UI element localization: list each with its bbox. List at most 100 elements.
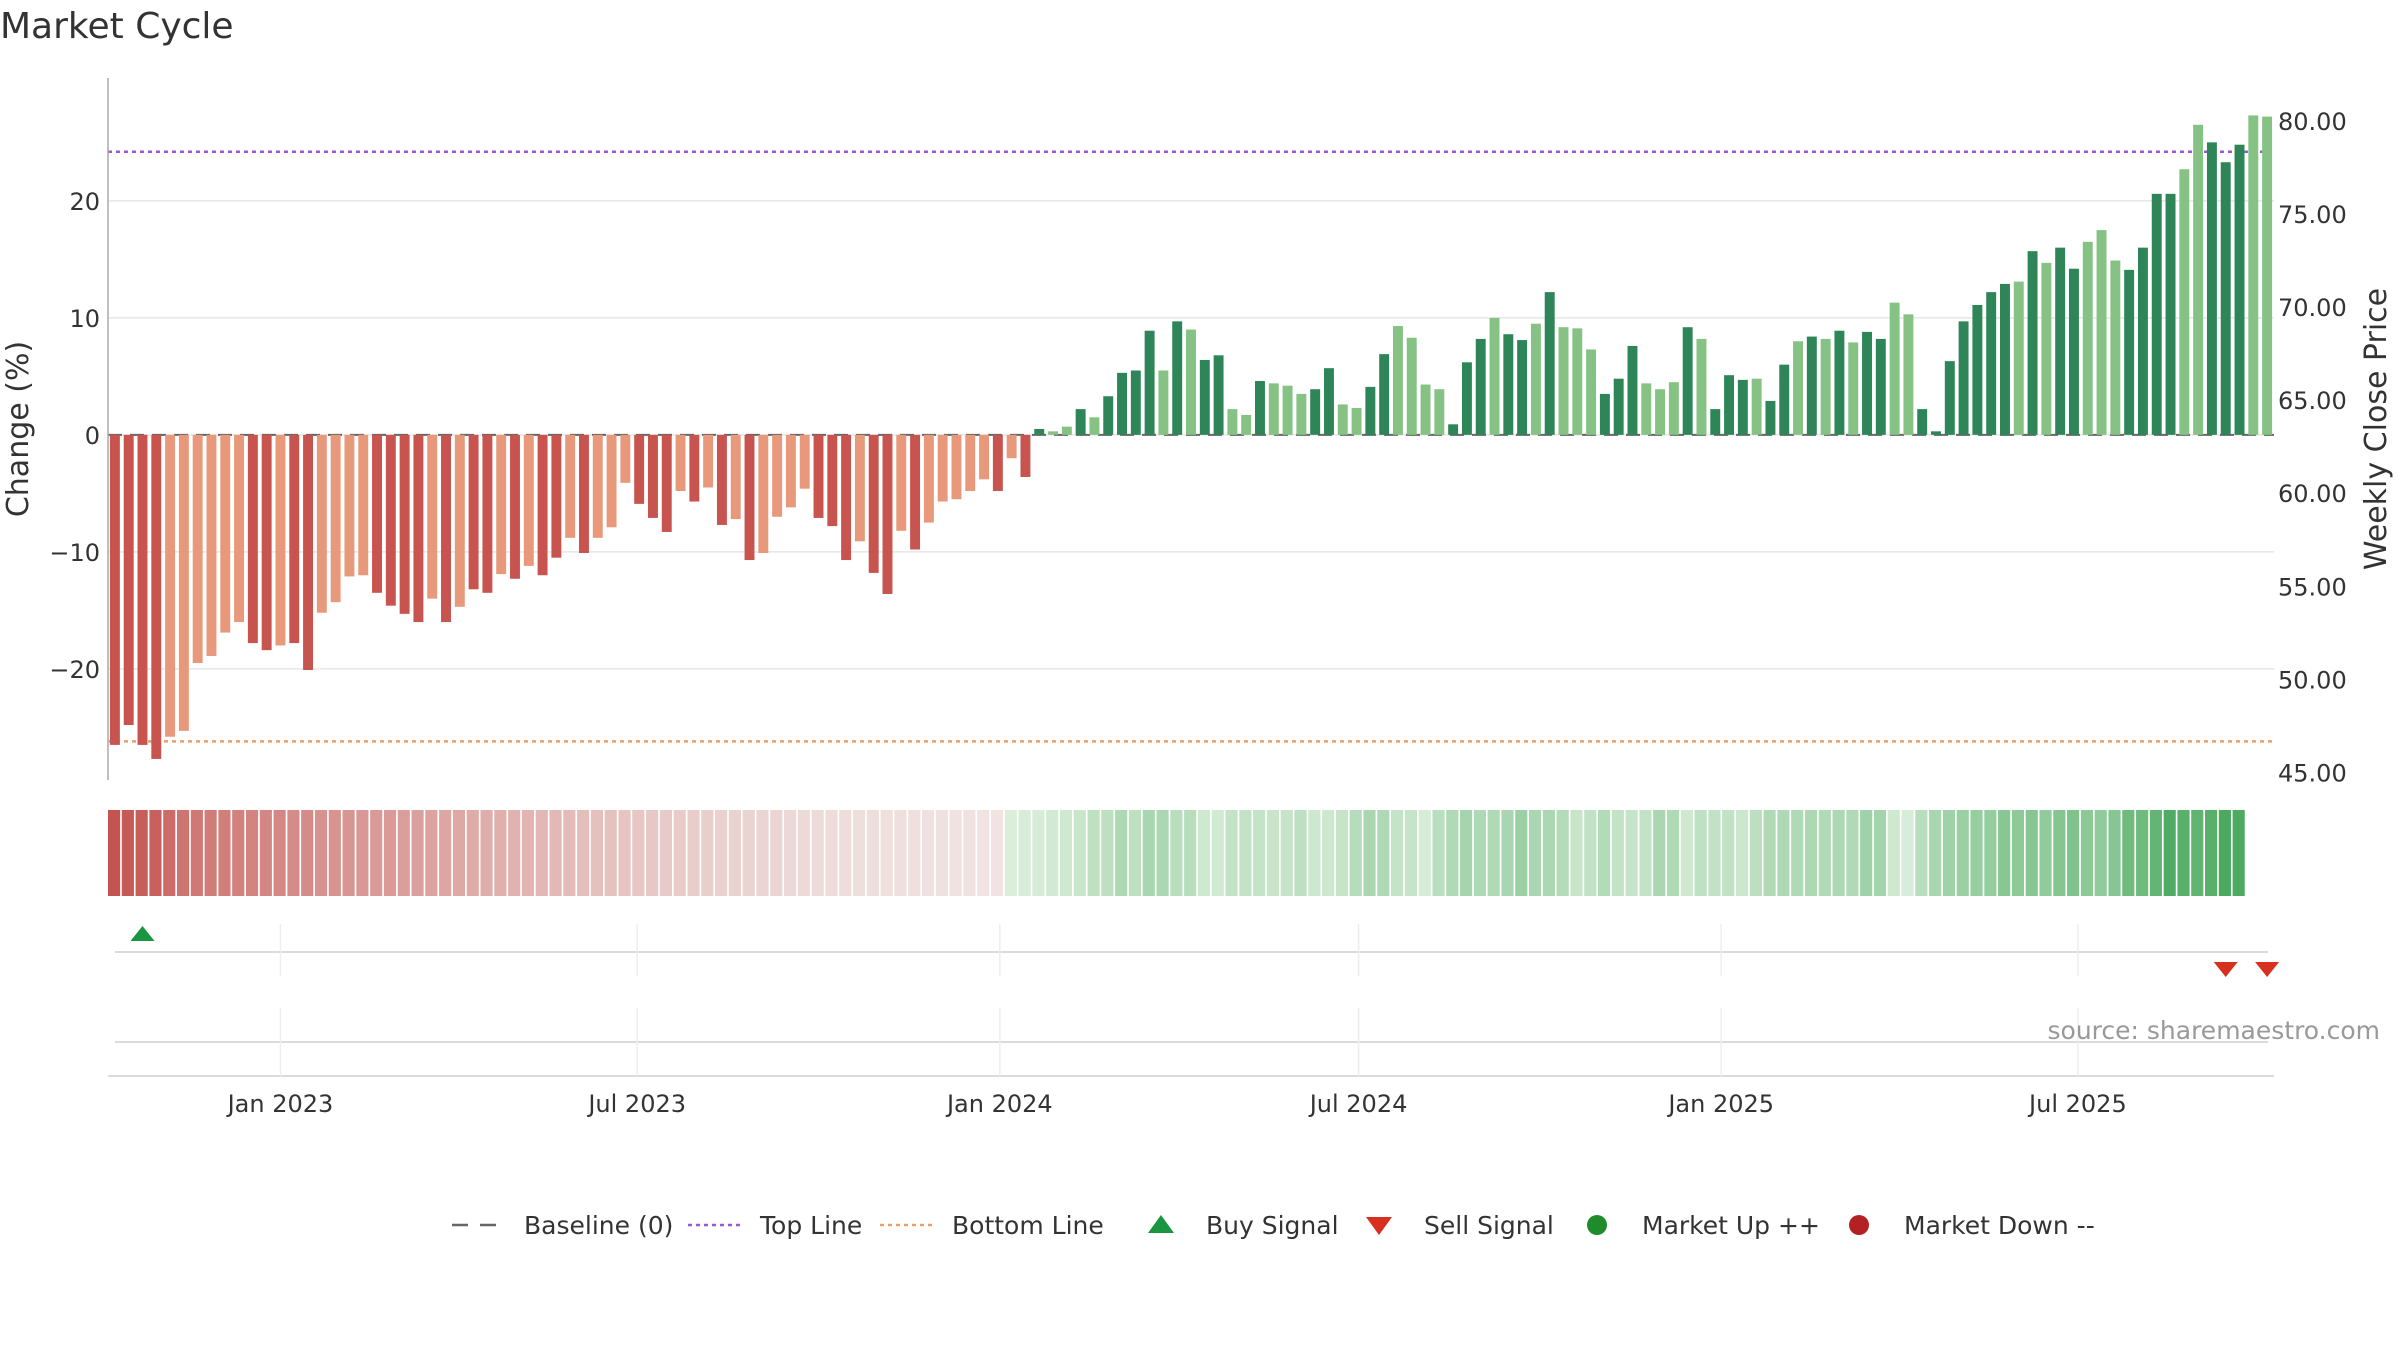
heat-cell xyxy=(163,810,176,896)
change-bar xyxy=(1834,330,1845,435)
change-bar xyxy=(1020,434,1031,477)
heat-cell xyxy=(218,810,231,896)
heat-cell xyxy=(2163,810,2176,896)
heat-cell xyxy=(1418,810,1431,896)
change-bar xyxy=(1144,330,1155,435)
heat-cell xyxy=(1929,810,1942,896)
change-bar xyxy=(137,434,148,745)
change-bar xyxy=(1103,396,1114,435)
change-bar xyxy=(1489,317,1500,435)
heat-cell xyxy=(1818,810,1831,896)
heat-cell xyxy=(797,810,810,896)
heat-cell xyxy=(618,810,631,896)
change-bar xyxy=(1779,364,1790,435)
heat-cell xyxy=(1197,810,1211,896)
legend-sell-icon xyxy=(1366,1217,1392,1235)
change-bar xyxy=(1310,389,1321,435)
change-bar xyxy=(482,434,493,593)
change-bar xyxy=(992,434,1003,492)
y-tick-label: −10 xyxy=(49,539,100,567)
change-bar xyxy=(1199,359,1210,435)
heat-cell xyxy=(1432,810,1445,896)
change-bar xyxy=(1282,385,1293,435)
change-bar xyxy=(1958,321,1969,435)
heat-cell xyxy=(1625,810,1638,896)
change-bar xyxy=(510,434,520,579)
heat-cell xyxy=(1501,810,1514,896)
heat-cell xyxy=(866,810,879,896)
heat-cell xyxy=(1873,810,1887,896)
change-bar xyxy=(178,434,189,731)
heat-cell xyxy=(245,810,259,896)
change-bar xyxy=(813,434,824,518)
change-bar xyxy=(979,434,990,480)
change-bar xyxy=(413,434,424,623)
y2-tick-label: 75.00 xyxy=(2278,201,2347,229)
heat-cell xyxy=(549,810,562,896)
change-bar xyxy=(854,434,865,542)
change-bar xyxy=(2151,193,2162,435)
change-bar xyxy=(2206,142,2217,435)
heat-cell xyxy=(2191,810,2204,896)
change-bar xyxy=(303,434,314,671)
source-label: source: sharemaestro.com xyxy=(2048,1016,2381,1045)
change-bar xyxy=(454,434,465,607)
heat-cell xyxy=(494,810,507,896)
heat-cell xyxy=(880,810,893,896)
change-bar xyxy=(1241,414,1252,435)
y2-tick-label: 45.00 xyxy=(2278,760,2347,788)
legend-label: Buy Signal xyxy=(1206,1211,1339,1240)
heat-cell xyxy=(2053,810,2066,896)
heat-cell xyxy=(1970,810,1983,896)
change-bar xyxy=(1696,338,1707,435)
heat-cell xyxy=(756,810,769,896)
change-bar xyxy=(1517,340,1528,435)
heat-cell xyxy=(1542,810,1555,896)
legend-item: Buy Signal xyxy=(1148,1211,1339,1240)
change-bar xyxy=(868,434,879,573)
change-bar xyxy=(2013,281,2024,435)
change-bar xyxy=(1117,372,1127,435)
change-bar xyxy=(2041,262,2052,435)
heat-cell xyxy=(852,810,866,896)
heat-cell xyxy=(1225,810,1238,896)
change-bar xyxy=(634,434,645,504)
heat-cell xyxy=(1708,810,1721,896)
change-bar xyxy=(206,434,217,656)
x-tick-label: Jul 2025 xyxy=(2027,1090,2127,1118)
heat-cell xyxy=(232,810,245,896)
heat-cell xyxy=(121,810,134,896)
y2-axis-title: Weekly Close Price xyxy=(2359,288,2394,570)
heat-cell xyxy=(1777,810,1790,896)
change-bar xyxy=(1972,304,1983,435)
change-bar xyxy=(716,434,727,525)
change-bar xyxy=(123,434,134,726)
heat-cell xyxy=(1363,810,1376,896)
heat-cell xyxy=(1846,810,1859,896)
change-bar xyxy=(1806,336,1817,435)
change-bar xyxy=(2124,269,2135,435)
heat-cell xyxy=(1984,810,1997,896)
change-bar xyxy=(1931,431,1941,435)
heat-cell xyxy=(1059,810,1073,896)
heat-cell xyxy=(2136,810,2149,896)
change-bar xyxy=(1503,334,1514,435)
change-bar xyxy=(2110,260,2121,435)
legend-item: Baseline (0) xyxy=(452,1211,673,1240)
heat-cell xyxy=(1101,810,1114,896)
change-bar xyxy=(1793,341,1803,435)
heat-cell xyxy=(1170,810,1183,896)
change-bar xyxy=(620,434,631,483)
heat-cell xyxy=(1460,810,1473,896)
change-bar xyxy=(1434,389,1445,435)
heat-cell xyxy=(1791,810,1804,896)
change-bar xyxy=(1586,349,1597,435)
heat-cell xyxy=(604,810,617,896)
heat-cell xyxy=(397,810,410,896)
heat-cell xyxy=(1073,810,1086,896)
change-bar xyxy=(468,434,479,590)
heat-cell xyxy=(701,810,714,896)
change-bar xyxy=(1544,292,1555,435)
heat-cell xyxy=(825,810,838,896)
heat-cell xyxy=(1735,810,1749,896)
